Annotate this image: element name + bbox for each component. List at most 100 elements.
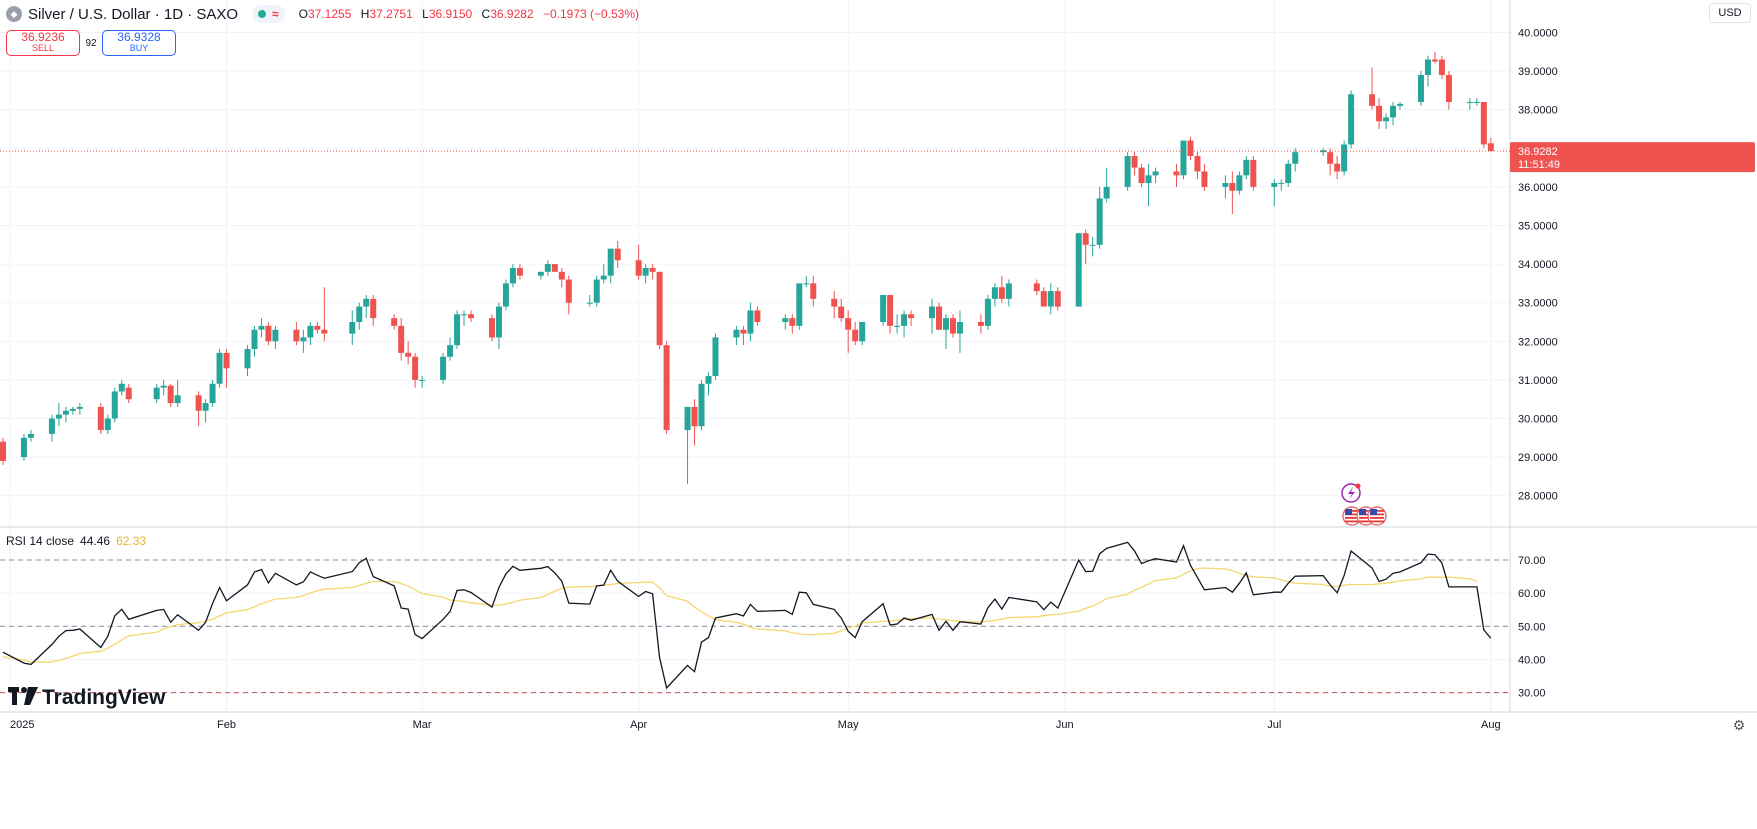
candle[interactable] [1473,98,1480,106]
candle[interactable] [104,414,111,434]
candle[interactable] [880,294,887,326]
candle[interactable] [1487,137,1494,152]
candle[interactable] [1390,101,1397,126]
candle[interactable] [20,433,27,461]
candle[interactable] [1243,156,1250,180]
candle[interactable] [1145,163,1152,207]
candle[interactable] [691,399,698,446]
candle[interactable] [1466,98,1473,110]
candle[interactable] [544,260,551,276]
candle[interactable] [663,341,670,434]
candle[interactable] [1075,233,1082,307]
candle[interactable] [300,329,307,353]
candle[interactable] [1054,287,1061,311]
candle[interactable] [370,294,377,326]
candle[interactable] [1222,175,1229,199]
candle[interactable] [0,437,7,465]
candle[interactable] [174,379,181,407]
candle[interactable] [635,244,642,280]
candle[interactable] [111,387,118,423]
candle[interactable] [1285,159,1292,187]
candle[interactable] [593,275,600,307]
candle[interactable] [1033,279,1040,295]
silver-symbol-icon[interactable]: ◆ [6,6,22,22]
candle[interactable] [1089,237,1096,257]
candle[interactable] [356,302,363,330]
candle[interactable] [1341,140,1348,176]
candle[interactable] [537,271,544,280]
candle[interactable] [48,414,55,442]
candle[interactable] [705,372,712,396]
candle[interactable] [565,275,572,315]
us-flag-icon[interactable] [1367,506,1387,526]
candle[interactable] [942,314,949,350]
candle[interactable] [195,391,202,427]
candle[interactable] [258,318,265,338]
candle[interactable] [600,264,607,284]
candle[interactable] [502,279,509,311]
candle[interactable] [1320,148,1327,157]
candle[interactable] [1397,101,1404,110]
candle[interactable] [454,310,461,350]
candle[interactable] [412,352,419,388]
candle[interactable] [76,403,83,415]
candle[interactable] [1082,229,1089,265]
candle[interactable] [1383,113,1390,129]
candle[interactable] [991,283,998,307]
candle[interactable] [859,322,866,346]
candle[interactable] [27,430,34,442]
candle[interactable] [558,267,565,288]
candle[interactable] [977,314,984,334]
candle[interactable] [244,345,251,377]
candle[interactable] [747,302,754,342]
candle[interactable] [1334,156,1341,180]
candle[interactable] [684,406,691,485]
candle[interactable] [656,271,663,350]
candle[interactable] [887,294,894,334]
candle[interactable] [447,337,454,361]
candle[interactable] [97,403,104,434]
candle[interactable] [949,314,956,338]
candle[interactable] [1229,171,1236,214]
candle[interactable] [321,287,328,342]
candle[interactable] [803,275,810,288]
candle[interactable] [831,291,838,319]
buy-button[interactable]: 36.9328 BUY [102,30,176,56]
candle[interactable] [461,310,468,326]
candle[interactable] [733,325,740,346]
candle[interactable] [642,264,649,284]
candle[interactable] [1173,163,1180,187]
candle[interactable] [740,325,747,346]
candle[interactable] [293,322,300,346]
candle[interactable] [1480,101,1487,149]
candle[interactable] [160,379,167,396]
candle[interactable] [363,294,370,319]
candle[interactable] [1152,167,1159,184]
candle[interactable] [62,406,69,423]
candle[interactable] [509,264,516,288]
candle[interactable] [1138,163,1145,187]
rsi-ma-line[interactable] [2,567,1478,663]
candle[interactable] [1376,98,1383,129]
candle[interactable] [1431,51,1438,64]
candle[interactable] [265,322,272,346]
candle[interactable] [1438,55,1445,79]
candle[interactable] [216,349,223,388]
candle[interactable] [1040,287,1047,307]
candle[interactable] [314,322,321,334]
candle[interactable] [929,298,936,334]
candle[interactable] [838,298,845,322]
candle[interactable] [845,310,852,353]
candle[interactable] [1201,163,1208,191]
status-pills[interactable]: ≈ [252,5,285,23]
candle[interactable] [908,310,915,326]
candle[interactable] [698,379,705,431]
candle[interactable] [272,325,279,350]
candle[interactable] [1348,90,1355,149]
candle[interactable] [614,240,621,268]
candle[interactable] [1194,152,1201,180]
candle[interactable] [69,406,76,415]
candle[interactable] [852,322,859,346]
candle[interactable] [349,310,356,346]
candle[interactable] [586,294,593,307]
